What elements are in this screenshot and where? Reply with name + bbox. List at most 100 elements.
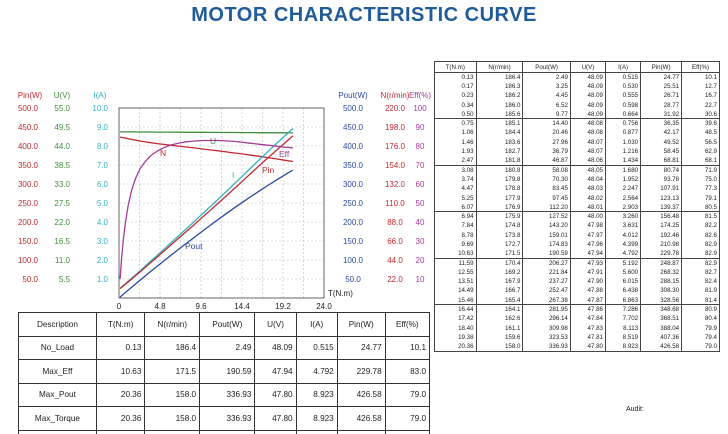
left-axis-tick-label: 2.0 — [97, 256, 109, 265]
point-cell: 139.37 — [640, 202, 683, 213]
point-row: 13.51 167.9 237.27 47.90 6.015 288.15 82.4 — [434, 277, 720, 287]
point-cell: 0.877 — [604, 128, 642, 138]
point-cell: 161.1 — [475, 323, 524, 333]
point-cell: 58.08 — [522, 165, 571, 175]
point-cell: 42.17 — [640, 128, 683, 138]
point-cell: 26.71 — [640, 91, 683, 101]
right-axis-tick-label: 30 — [416, 237, 425, 246]
summary-cell: 336.93 — [199, 382, 256, 407]
summary-cell: 79.0 — [384, 382, 431, 407]
point-cell: 174.25 — [640, 221, 683, 231]
right-axis-tick-label: 90 — [416, 123, 425, 132]
point-cell: 185.6 — [475, 109, 524, 120]
summary-cell: 47.80 — [254, 429, 297, 434]
point-cell: 388.04 — [640, 323, 683, 333]
summary-col-header: U(V) — [254, 312, 297, 337]
right-axis-tick-label: 220.0 — [385, 104, 406, 113]
point-cell: 16.44 — [434, 304, 477, 315]
right-axis-tick-label: 66.0 — [387, 237, 403, 246]
summary-row: Max_Torque 20.36 158.0 336.93 47.80 8.923 426.… — [18, 406, 431, 431]
point-cell: 9.77 — [522, 109, 571, 120]
summary-col-header: I(A) — [295, 312, 338, 337]
point-row: 0.23 186.2 4.45 48.09 0.555 26.71 16.7 — [434, 91, 720, 101]
summary-cell: 190.59 — [199, 359, 256, 384]
point-row: 0.17 186.3 3.25 48.09 0.530 25.51 12.7 — [434, 81, 720, 92]
summary-cell: 8.923 — [295, 429, 338, 434]
point-cell: 296.14 — [522, 314, 571, 324]
right-axis-tick-label: 110.0 — [385, 199, 405, 208]
summary-cell: 79.0 — [384, 429, 431, 434]
left-axis-tick-label: 350.0 — [18, 161, 39, 170]
point-row: 3.74 179.8 70.30 48.04 1.952 93.78 75.0 — [434, 174, 720, 185]
point-cell: 25.51 — [640, 81, 683, 92]
left-axis-tick-label: 10.0 — [92, 104, 108, 113]
point-cell: 171.5 — [475, 249, 524, 259]
summary-cell: 426.58 — [336, 382, 386, 407]
point-cell: 48.09 — [569, 72, 607, 82]
point-cell: 47.84 — [569, 314, 607, 324]
point-cell: 0.756 — [604, 118, 642, 129]
left-axis-tick-label: 5.0 — [97, 199, 109, 208]
point-cell: 159.01 — [522, 230, 571, 240]
x-axis-tick-label: 0 — [117, 302, 122, 310]
point-cell: 174.83 — [522, 239, 571, 250]
point-cell: 0.75 — [434, 118, 477, 129]
point-cell: 4.012 — [604, 230, 642, 240]
point-cell: 221.84 — [522, 267, 571, 278]
point-cell: 0.34 — [434, 100, 477, 110]
point-cell: 186.2 — [475, 91, 524, 101]
right-axis-tick-label: 80 — [416, 142, 425, 151]
point-cell: 0.13 — [434, 72, 477, 82]
summary-cell: 186.4 — [144, 335, 201, 360]
point-cell: 123.13 — [640, 193, 683, 203]
point-cell: 267.38 — [522, 295, 571, 306]
point-cell: 82.2 — [681, 221, 720, 231]
point-col-header: T(N.m) — [434, 61, 477, 73]
point-cell: 47.91 — [569, 267, 607, 278]
right-axis-tick-label: 44.0 — [387, 256, 403, 265]
right-axis-tick-label: 400.0 — [343, 142, 364, 151]
summary-cell: 10.1 — [384, 335, 431, 360]
point-col-header: Eff(%) — [681, 61, 720, 73]
point-cell: 16.7 — [681, 91, 720, 101]
point-cell: 0.598 — [604, 100, 642, 110]
point-cell: 1.680 — [604, 165, 642, 175]
point-cell: 14.40 — [522, 118, 571, 129]
point-cell: 170.4 — [475, 258, 524, 268]
right-axis-tick-label: 500.0 — [343, 104, 364, 113]
point-cell: 82.7 — [681, 267, 720, 278]
point-row: 12.55 169.2 221.84 47.91 5.600 268.32 82.7 — [434, 267, 720, 278]
point-cell: 47.83 — [569, 323, 607, 333]
point-cell: 47.93 — [569, 258, 607, 268]
point-cell: 93.78 — [640, 174, 683, 185]
point-cell: 3.260 — [604, 211, 642, 222]
right-axis-label: N(r/min) — [381, 91, 410, 100]
summary-cell: 336.93 — [199, 406, 256, 431]
point-row: 11.59 170.4 206.27 47.93 5.192 248.87 82.9 — [434, 258, 720, 268]
point-cell: 47.98 — [569, 221, 607, 231]
point-cell: 229.78 — [640, 249, 683, 259]
summary-cell: 47.94 — [254, 359, 297, 384]
point-cell: 190.59 — [522, 249, 571, 259]
point-cell: 62.9 — [681, 146, 720, 157]
summary-cell: 336.93 — [199, 429, 256, 434]
summary-cell: 158.0 — [144, 382, 201, 407]
left-axis-tick-label: 3.0 — [97, 237, 109, 246]
left-axis-tick-label: 150.0 — [18, 237, 39, 246]
left-axis-tick-label: 300.0 — [18, 180, 39, 189]
point-cell: 97.45 — [522, 193, 571, 203]
left-axis-tick-label: 6.0 — [97, 180, 109, 189]
left-axis-tick-label: 22.0 — [54, 218, 70, 227]
point-cell: 348.68 — [640, 304, 683, 315]
point-cell: 12.7 — [681, 81, 720, 92]
point-cell: 2.564 — [604, 193, 642, 203]
point-row: 2.47 181.8 46.87 48.06 1.434 68.81 68.1 — [434, 156, 720, 166]
point-cell: 82.9 — [681, 239, 720, 250]
point-cell: 281.95 — [522, 304, 571, 315]
point-cell: 143.20 — [522, 221, 571, 231]
point-row: 7.84 174.8 143.20 47.98 3.631 174.25 82.2 — [434, 221, 720, 231]
right-axis-tick-label: 200.0 — [343, 218, 364, 227]
point-cell: 0.555 — [604, 91, 642, 101]
summary-cell: 158.0 — [144, 429, 201, 434]
point-cell: 79.1 — [681, 193, 720, 203]
